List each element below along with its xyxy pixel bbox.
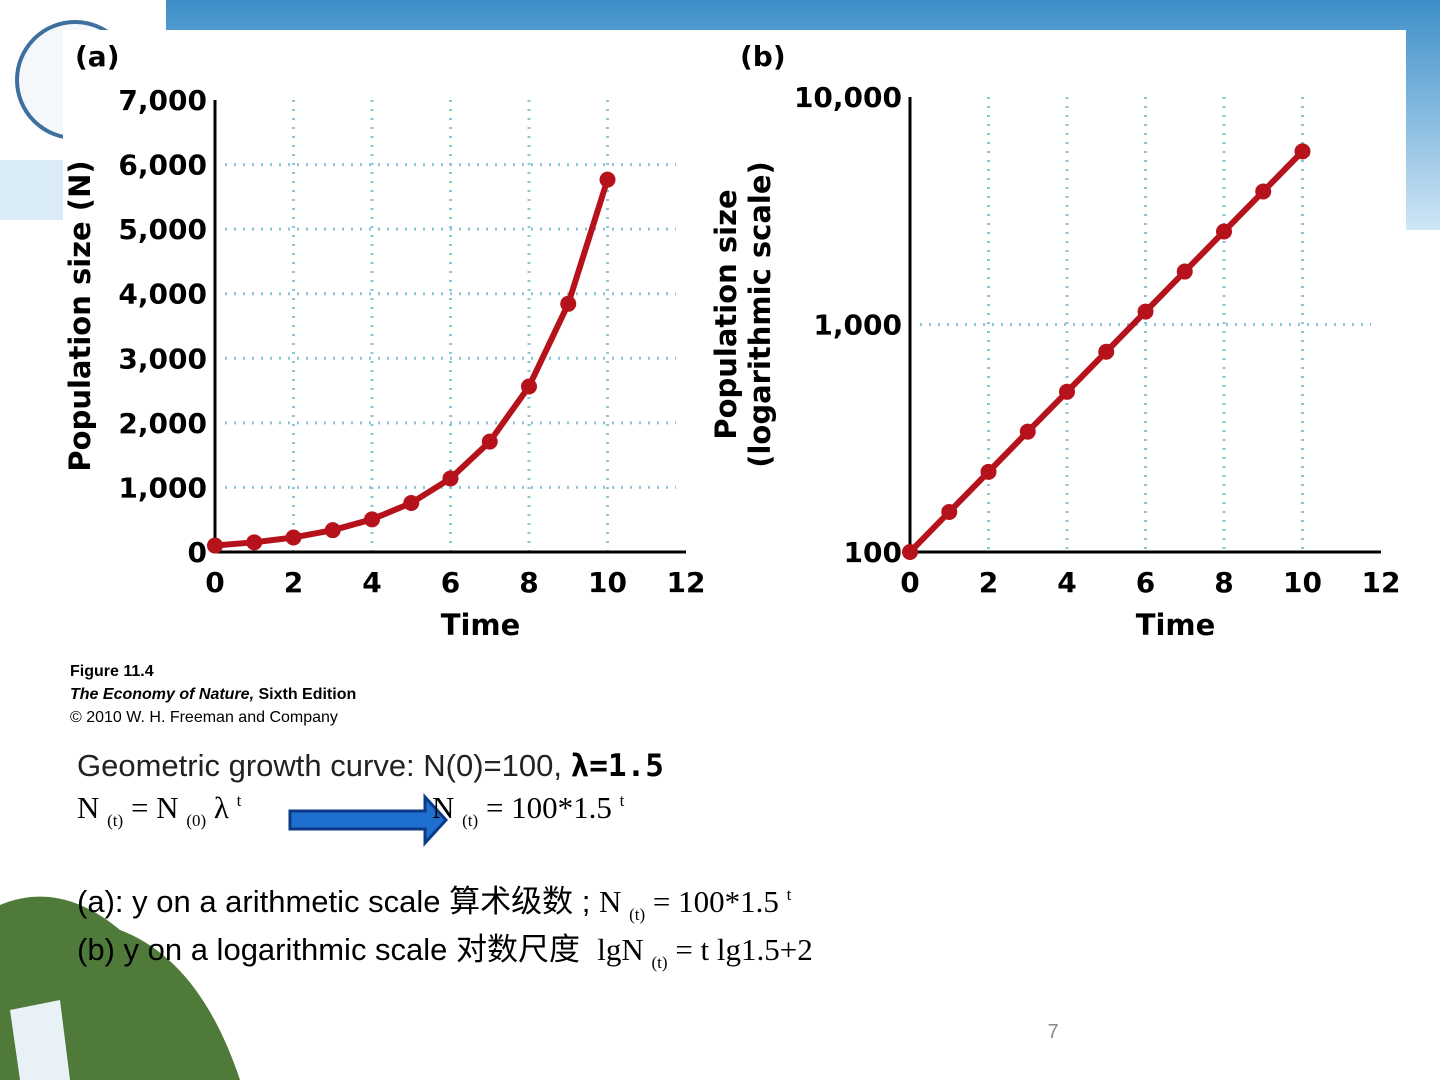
data-point — [442, 470, 459, 487]
sup: t — [237, 791, 242, 810]
heading-lambda: λ=1.5 — [571, 748, 664, 784]
y-tick-label: 5,000 — [118, 213, 207, 246]
arrow — [288, 793, 449, 847]
sub: (t) — [462, 811, 478, 830]
data-point — [324, 522, 341, 539]
data-point — [1059, 383, 1075, 400]
x-tick-label: 8 — [1214, 566, 1233, 599]
y-tick-label: 7,000 — [118, 84, 207, 117]
x-axis-label: Time — [441, 608, 521, 642]
x-tick-label: 0 — [900, 566, 919, 599]
y-tick-label: 1,000 — [813, 309, 902, 342]
x-tick-label: 8 — [519, 566, 538, 599]
x-tick-label: 0 — [205, 566, 224, 599]
formula-right: N (t) = 100*1.5 t — [432, 790, 625, 830]
data-point — [521, 378, 537, 395]
y-tick-label: 10,000 — [794, 81, 902, 114]
sub: (t) — [652, 953, 668, 972]
data-point — [207, 537, 223, 554]
heading-text: Geometric growth curve: N(0)=100, — [77, 748, 571, 783]
sub: (t) — [107, 811, 123, 830]
panel-label: (a) — [75, 40, 120, 73]
data-point — [1255, 183, 1272, 200]
t: N — [599, 884, 629, 919]
panel-label: (b) — [740, 40, 786, 73]
y-tick-label: 6,000 — [118, 149, 207, 182]
f: λ — [206, 790, 237, 825]
data-point — [599, 171, 616, 188]
figure-area — [63, 30, 1406, 730]
sky-left — [0, 160, 70, 220]
x-tick-label: 4 — [362, 566, 381, 599]
y-tick-label: 3,000 — [118, 342, 207, 375]
data-point — [481, 433, 498, 450]
data-point — [1294, 143, 1311, 160]
caption-figure: Figure 11.4 — [70, 663, 154, 680]
f: = N — [123, 790, 186, 825]
heading: Geometric growth curve: N(0)=100, λ=1.5 — [77, 748, 664, 784]
f: N — [77, 790, 107, 825]
x-tick-label: 12 — [667, 566, 706, 599]
data-point — [246, 534, 263, 551]
line-b: (b) y on a logarithmic scale 对数尺度 lgN (t… — [77, 932, 813, 972]
charts: (a) 0 2 4 6 8 10 12 0 1,000 2,000 3,000 4,000 5,000 6,… — [63, 40, 1400, 642]
sub: (0) — [186, 811, 206, 830]
x-tick-label: 4 — [1057, 566, 1076, 599]
y-tick-label: 1,000 — [118, 471, 207, 504]
x-tick-label: 6 — [1136, 566, 1155, 599]
x-tick-label: 10 — [588, 566, 627, 599]
t: lgN — [597, 932, 651, 967]
y-tick-label: 2,000 — [118, 407, 207, 440]
waterfall — [10, 1000, 70, 1080]
y-tick-label: 4,000 — [118, 278, 207, 311]
x-tick-label: 2 — [284, 566, 303, 599]
line-a: (a): y on a arithmetic scale 算术级数 ; N (t… — [77, 884, 792, 924]
x-tick-label: 2 — [979, 566, 998, 599]
t: (b) y on a logarithmic scale 对数尺度 — [77, 932, 597, 967]
f: = 100*1.5 — [478, 790, 619, 825]
caption-edition: Sixth Edition — [254, 686, 356, 703]
sub: (t) — [629, 905, 645, 924]
t: = 100*1.5 — [645, 884, 786, 919]
t: (a): y on a arithmetic scale 算术级数 ; — [77, 884, 599, 919]
data-point — [1019, 423, 1036, 440]
page-number: 7 — [1047, 1021, 1058, 1043]
y-tick-label: 0 — [188, 536, 207, 569]
t: = t lg1.5+2 — [668, 932, 813, 967]
data-point — [1098, 343, 1115, 360]
y-axis-label: Population size — [709, 189, 743, 439]
f: N — [432, 790, 462, 825]
data-point — [980, 463, 997, 480]
data-point — [364, 511, 380, 528]
caption-title: The Economy of Nature, — [70, 686, 254, 703]
data-point — [1137, 303, 1154, 320]
y-axis-label: Population size (N) — [63, 160, 97, 471]
caption-book: The Economy of Nature, Sixth Edition — [70, 686, 356, 703]
formula-left: N (t) = N (0) λ t — [77, 790, 242, 830]
y-axis-label: (logarithmic scale) — [743, 161, 777, 468]
x-tick-label: 10 — [1283, 566, 1322, 599]
data-point — [902, 544, 918, 560]
x-tick-label: 12 — [1362, 566, 1401, 599]
data-point — [403, 494, 420, 511]
data-point — [560, 295, 577, 312]
caption-copyright: © 2010 W. H. Freeman and Company — [70, 709, 338, 726]
x-tick-label: 6 — [441, 566, 460, 599]
y-tick-label: 100 — [844, 536, 902, 569]
data-point — [1176, 263, 1193, 280]
sup: t — [620, 791, 625, 810]
data-point — [1216, 223, 1232, 240]
data-point — [285, 529, 302, 546]
x-axis-label: Time — [1136, 608, 1216, 642]
data-point — [941, 503, 958, 520]
sup: t — [787, 885, 792, 904]
